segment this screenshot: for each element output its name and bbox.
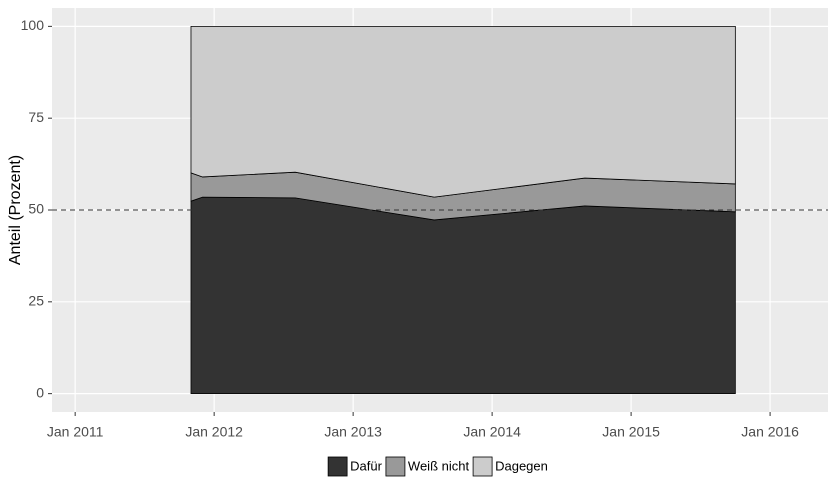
- y-tick-label: 25: [28, 293, 44, 309]
- legend-label: Weiß nicht: [408, 458, 470, 473]
- x-tick-label: Jan 2012: [185, 424, 243, 440]
- y-tick-label: 100: [21, 17, 45, 33]
- y-tick-label: 50: [28, 201, 44, 217]
- y-tick-label: 75: [28, 109, 44, 125]
- legend-label: Dagegen: [495, 458, 548, 473]
- legend-label: Dafür: [350, 458, 382, 473]
- legend-swatch: [472, 456, 493, 477]
- y-tick-label: 0: [36, 384, 44, 400]
- x-tick-label: Jan 2015: [602, 424, 660, 440]
- x-tick-label: Jan 2014: [463, 424, 521, 440]
- y-axis-title: Anteil (Prozent): [7, 155, 24, 265]
- area: [190, 25, 736, 198]
- x-tick-label: Jan 2013: [324, 424, 382, 440]
- x-tick-label: Jan 2016: [741, 424, 799, 440]
- x-tick-label: Jan 2011: [47, 424, 104, 440]
- legend-swatch: [385, 456, 406, 477]
- legend-swatch: [327, 456, 348, 477]
- area: [190, 196, 736, 395]
